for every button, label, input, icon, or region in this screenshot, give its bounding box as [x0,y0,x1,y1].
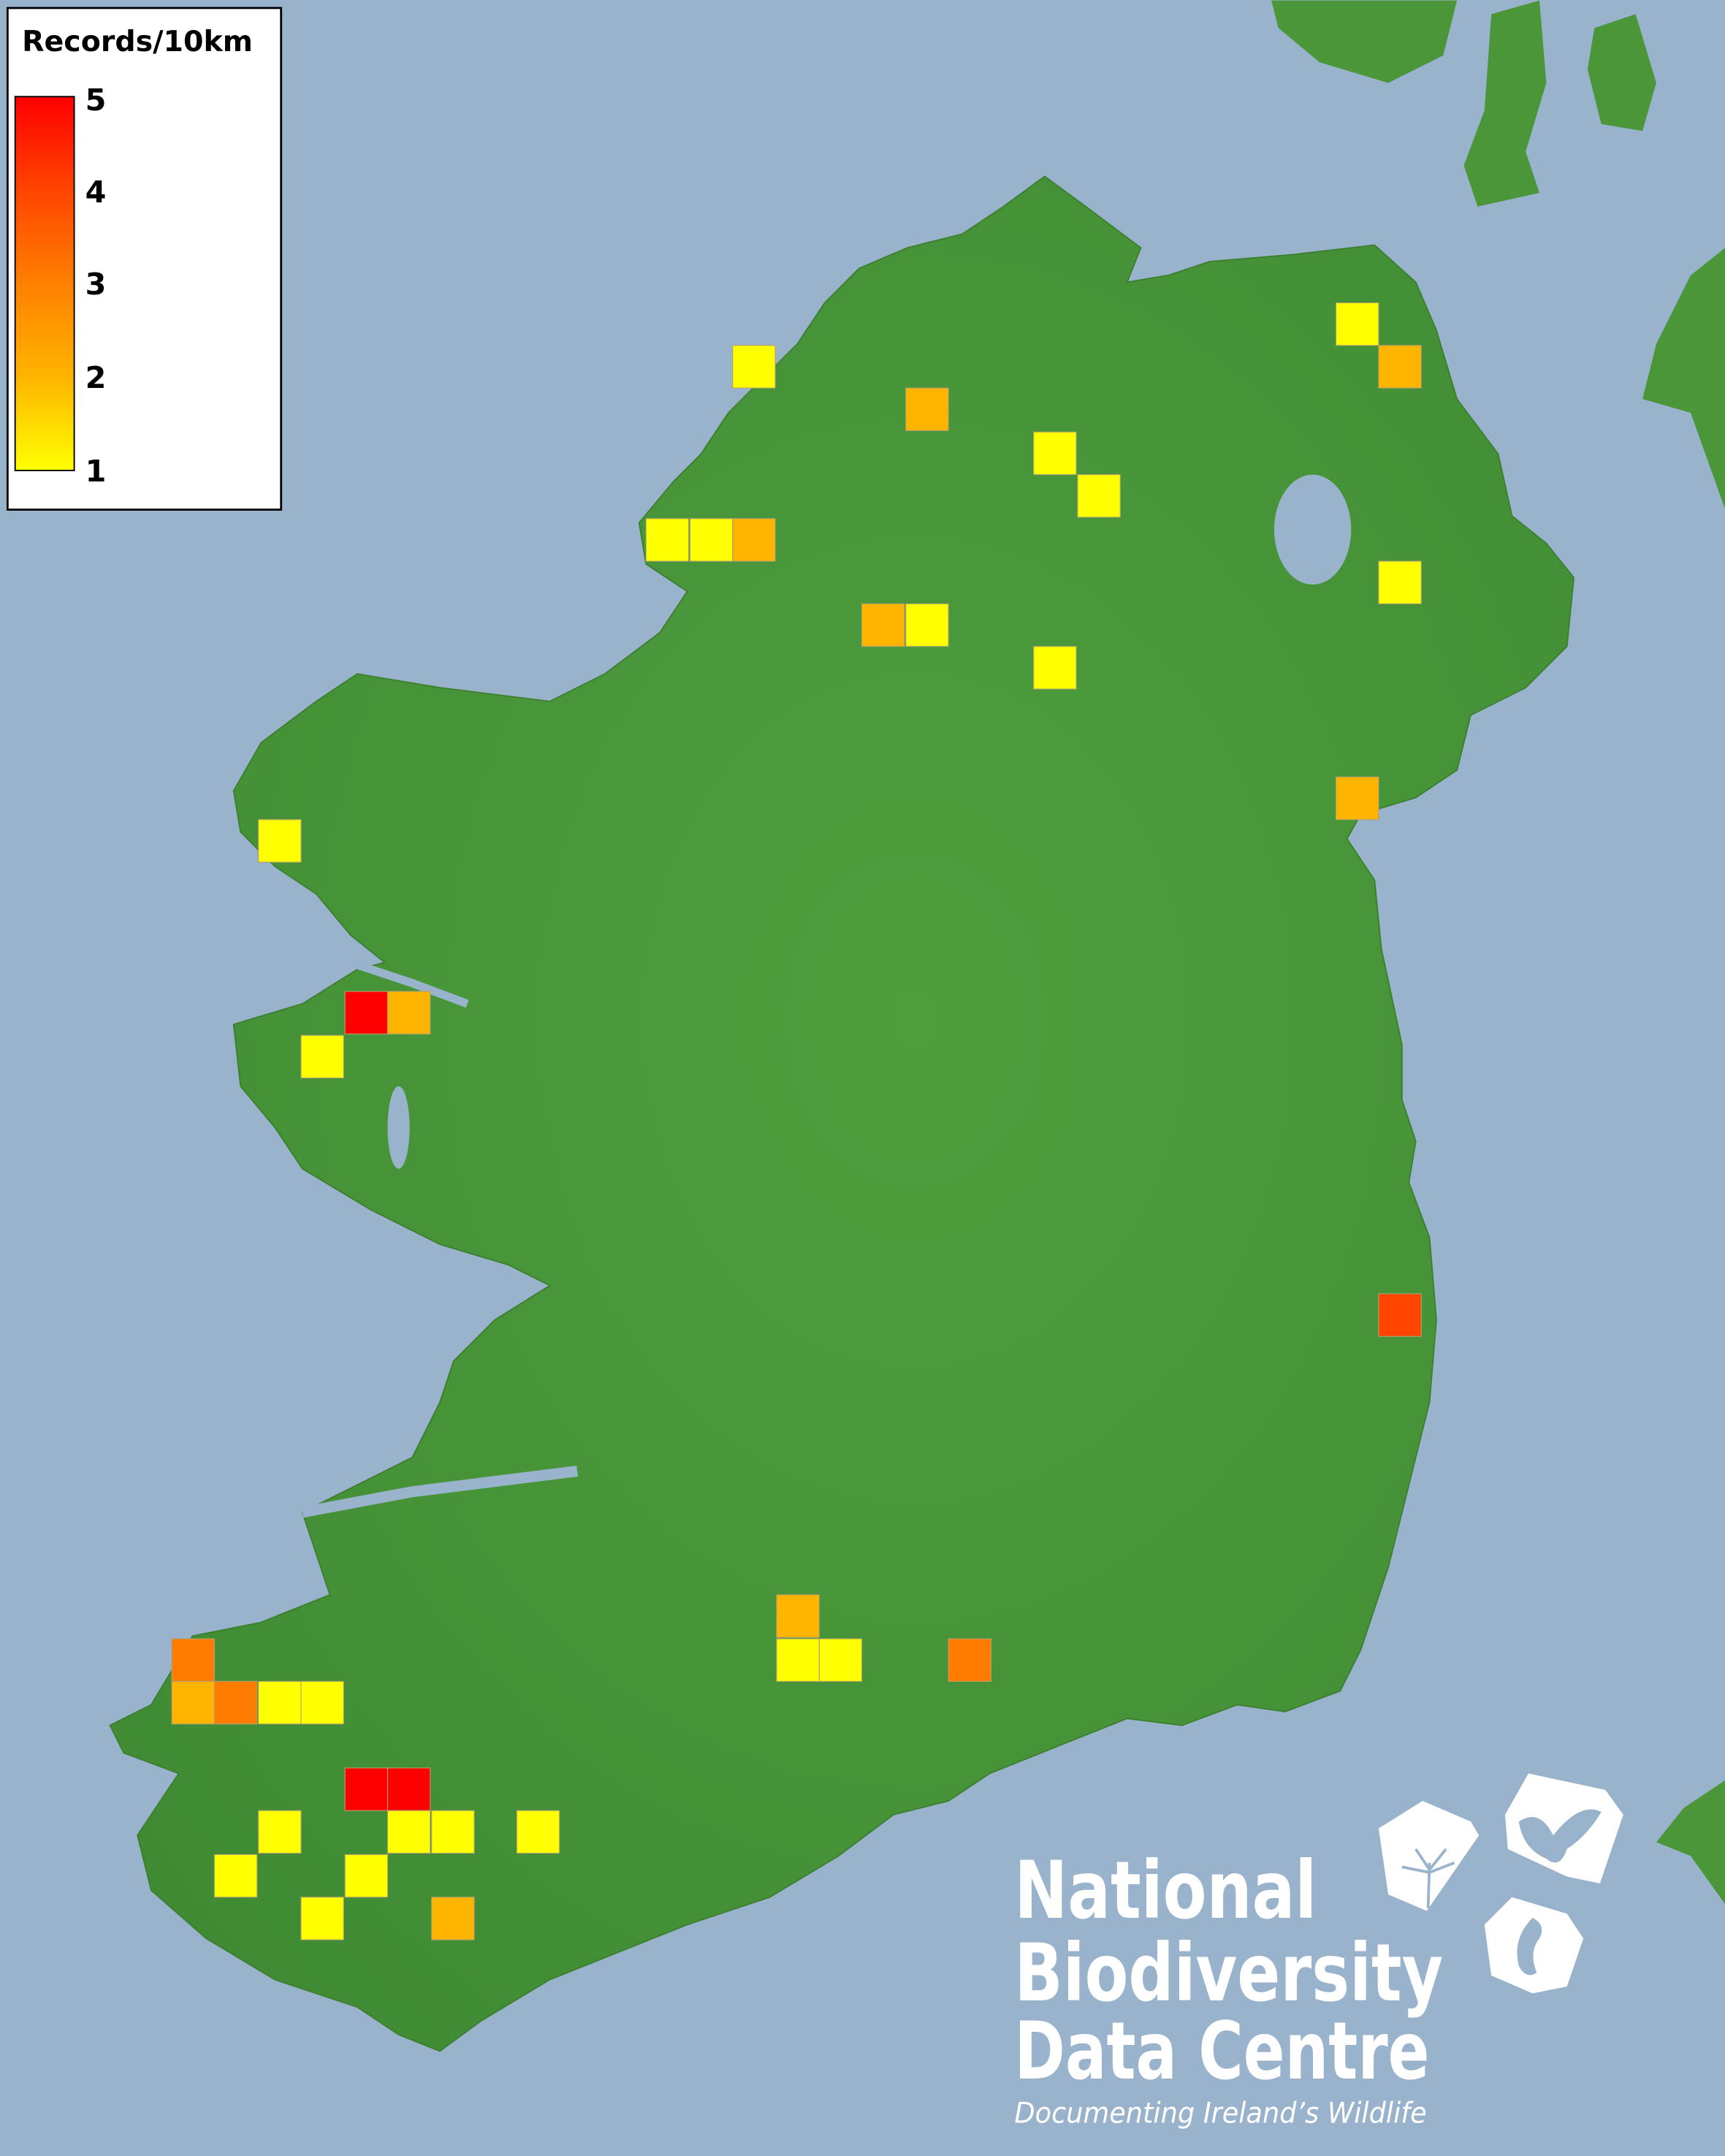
record-square [818,1638,863,1682]
land-wales [1656,1780,1725,1905]
record-square [776,1638,820,1682]
legend-tick-2: 2 [85,360,107,395]
record-square [1336,302,1379,346]
tree-icon [1378,1801,1480,1911]
record-square [300,1897,344,1940]
land-scotland-arran [1587,14,1656,132]
record-square [1033,646,1077,690]
legend-tick-5: 5 [85,83,107,118]
record-square [1077,474,1121,518]
record-square [386,991,431,1035]
legend-tick-3: 3 [85,267,107,302]
record-square [344,991,389,1035]
record-square [689,518,734,562]
record-square [431,1897,475,1940]
record-square [213,1854,258,1898]
record-square [300,1035,344,1079]
record-square [732,345,776,389]
legend-tick-1: 1 [85,454,107,489]
seahorse-icon [1484,1897,1584,1994]
lough-neagh [1273,474,1352,585]
record-square [1378,560,1422,605]
record-square [300,1680,344,1725]
record-square [1378,1293,1422,1337]
clew-bay [349,959,469,1008]
record-square [386,1810,431,1854]
land-scotland-islay [1463,0,1547,207]
record-square [344,1854,389,1898]
record-square [905,387,949,431]
record-square [213,1680,258,1725]
record-square [171,1638,216,1682]
logo-line-data-centre: Data Centre [1014,2005,1429,2098]
record-square [1378,345,1422,389]
record-square [386,1767,431,1811]
record-square [171,1680,216,1725]
land-scotland-galloway [1642,248,1725,509]
nbdc-logo: National Biodiversity Data Centre Docume… [1014,1773,1623,2130]
land-scotland-kintyre [1271,0,1458,83]
record-square [1336,776,1379,820]
record-square [258,819,302,863]
legend: Records/10km 5 4 3 2 1 [6,7,283,511]
legend-title: Records/10km [22,25,253,58]
shannon-estuary [301,1466,579,1518]
record-square [861,603,905,647]
record-square [948,1638,991,1682]
record-square [1033,431,1077,476]
record-square [258,1680,302,1725]
lough-corrib [387,1086,410,1169]
record-square [431,1810,475,1854]
record-squares [171,302,1422,1940]
legend-color-bar [14,96,75,471]
logo-tagline: Documenting Ireland’s Wildlife [1014,2096,1426,2130]
land-ireland [109,175,1575,2052]
logo-line-national: National [1014,1844,1317,1937]
butterfly-icon [1504,1773,1623,1883]
record-square [645,518,690,562]
record-square [732,518,776,562]
record-square [258,1810,302,1854]
record-square [516,1810,560,1854]
record-square [344,1767,389,1811]
legend-tick-4: 4 [85,175,107,210]
record-square [905,603,949,647]
logo-line-biodiversity: Biodiversity [1014,1927,1443,2019]
record-square [776,1594,820,1638]
